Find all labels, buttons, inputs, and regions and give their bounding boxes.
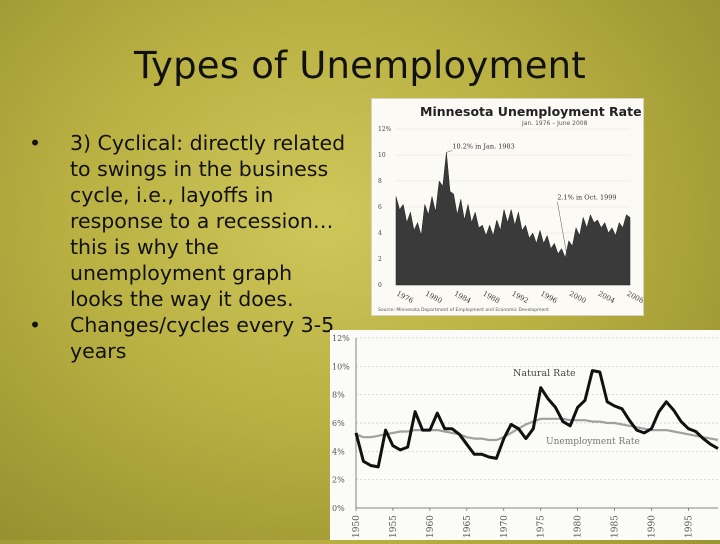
chart1-x-tick-label: 1996 [539,290,559,306]
bullet-text: 3) Cyclical: directly related to swings … [70,131,346,311]
chart1-annotation-leader [557,201,568,258]
natural-rate-chart: 12% 10% 8% 6% 4% 2% 0% 1950 1955 1960 1965 1970 197… [330,330,720,540]
unemployment-rate-line [354,369,719,469]
chart2-x-tick-label: 1985 [611,515,621,538]
chart2-y-tick-label: 6% [332,419,345,428]
chart2-x-tick-label: 1950 [352,515,362,538]
chart1-title: Minnesota Unemployment Rate [420,104,642,119]
chart1-source: Source: Minnesota Department of Employme… [378,307,549,313]
chart2-y-tick-label: 10% [332,362,350,371]
chart2-x-tick-label: 1955 [389,515,399,538]
natural-rate-chart-svg: 12% 10% 8% 6% 4% 2% 0% 1950 1955 1960 1965 1970 197… [332,334,719,538]
bullet-dot-icon: • [28,131,42,155]
chart1-y-tick-label: 12% [378,126,392,133]
chart1-x-tick-label: 1976 [395,290,415,306]
bullet-list: • 3) Cyclical: directly related to swing… [28,130,348,364]
chart2-y-tick-label: 12% [332,334,350,343]
chart2-x-tick-label: 1960 [426,515,436,538]
chart1-x-tick-label: 2008 [625,290,643,305]
chart1-y-tick-label: 0 [378,282,382,289]
bullet-item: • 3) Cyclical: directly related to swing… [28,130,348,312]
chart1-y-tick-label: 4 [378,230,382,237]
chart2-x-tick-label: 1980 [574,515,584,538]
chart1-y-tick-label: 8 [378,178,382,185]
chart1-annotation: 2.1% in Oct. 1999 [557,194,616,202]
chart1-y-tick-label: 10 [378,152,386,159]
chart1-annotation-leader [446,150,453,153]
natural-rate-line [355,417,719,442]
chart2-x-tick-label: 1965 [463,515,473,538]
chart2-y-tick-label: 2% [332,476,345,485]
chart1-area-series [395,152,631,286]
chart2-x-tick-label: 1970 [500,515,510,538]
chart1-annotation: 10.2% in Jan. 1983 [452,142,514,150]
chart1-x-tick-label: 2004 [597,290,617,306]
unemployment-rate-label: Unemployment Rate [546,437,640,447]
bullet-text: Changes/cycles every 3-5 years [70,313,335,363]
minnesota-chart-svg: Minnesota Unemployment Rate Jan. 1976 – … [378,104,645,313]
chart1-x-tick-label: 1980 [424,290,443,305]
chart1-x-tick-label: 1992 [510,290,529,305]
chart1-x-tick-label: 2000 [568,290,587,305]
chart2-x-tick-label: 1995 [684,515,694,538]
chart2-x-tick-label: 1990 [648,515,658,538]
chart2-y-tick-label: 8% [332,391,345,400]
chart2-y-tick-label: 0% [332,504,345,513]
chart1-x-tick-label: 1984 [453,290,473,306]
minnesota-chart: Minnesota Unemployment Rate Jan. 1976 – … [372,99,645,315]
chart1-y-tick-label: 6 [378,204,382,211]
bullet-item: • Changes/cycles every 3-5 years [28,312,348,364]
chart2-y-tick-label: 4% [332,447,345,456]
chart1-y-tick-label: 2 [378,256,382,263]
chart2-x-tick-label: 1975 [537,515,547,538]
slide-title: Types of Unemployment [133,44,587,87]
natural-rate-label: Natural Rate [513,368,576,379]
chart1-subtitle: Jan. 1976 – June 2008 [521,120,588,127]
bullet-dot-icon: • [28,313,42,337]
chart1-x-tick-label: 1988 [481,290,500,305]
